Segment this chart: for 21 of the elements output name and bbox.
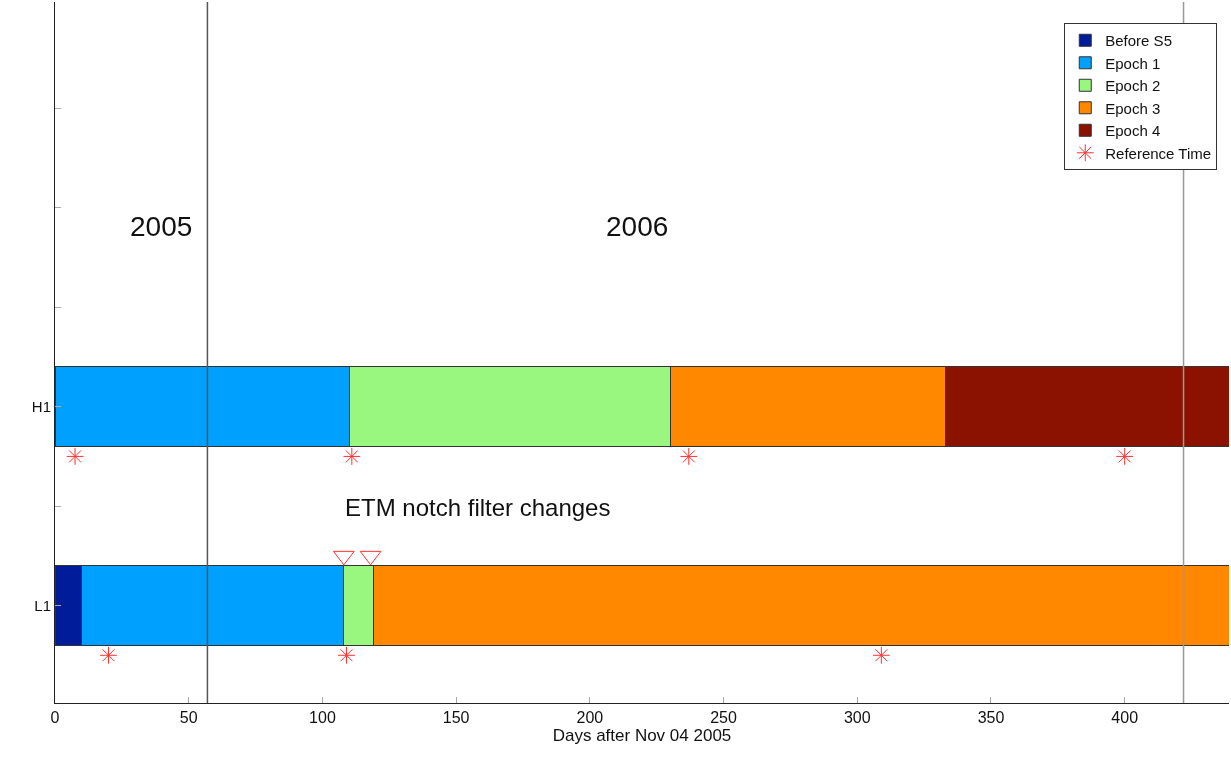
y-tick-label: L1 bbox=[34, 596, 51, 614]
x-tick-label: 400 bbox=[1111, 709, 1139, 727]
annotation: 2006 bbox=[606, 211, 669, 242]
legend-label: Epoch 1 bbox=[1105, 54, 1161, 72]
legend-label: Reference Time bbox=[1105, 144, 1212, 162]
annotation: 2005 bbox=[130, 211, 193, 242]
x-tick-label: 350 bbox=[977, 709, 1005, 727]
x-tick-label: 50 bbox=[179, 709, 198, 727]
x-axis-title: Days after Nov 04 2005 bbox=[552, 726, 732, 746]
x-tick-label: 300 bbox=[843, 709, 871, 727]
x-tick-label: 0 bbox=[50, 709, 60, 727]
x-tick-label: 250 bbox=[710, 709, 738, 727]
annotation: ETM notch filter changes bbox=[345, 494, 611, 521]
legend-label: Epoch 4 bbox=[1105, 122, 1161, 140]
x-tick-label: 150 bbox=[442, 709, 470, 727]
x-tick-label: 100 bbox=[309, 709, 336, 727]
legend-label: Before S5 bbox=[1105, 32, 1172, 50]
legend-label: Epoch 3 bbox=[1105, 99, 1161, 117]
y-tick-label: H1 bbox=[31, 397, 51, 415]
x-tick-label: 200 bbox=[576, 709, 604, 727]
legend-label: Epoch 2 bbox=[1105, 77, 1161, 95]
